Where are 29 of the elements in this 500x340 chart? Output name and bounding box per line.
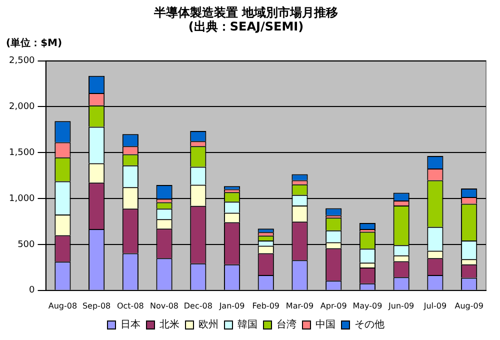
x-tick-label: May-09 [352,301,382,310]
y-tick-label: 2,500 [9,56,36,66]
legend-label: 台湾 [276,318,296,331]
legend-label: 北米 [160,318,180,331]
x-tick-label: Aug-09 [454,301,484,310]
x-tick-label: Feb-09 [252,301,280,310]
x-tick-label: Apr-09 [320,301,347,310]
x-tick-label: Dec-08 [184,301,212,310]
chart-title: 半導体製造装置 地域別市場月推移 [152,5,338,20]
y-axis-title: (単位：$M) [6,36,62,50]
y-tick-label: 1,000 [9,194,36,204]
x-tick-label: Sep-08 [82,301,111,310]
x-tick-label: Jan-09 [218,301,245,310]
y-tick-label: 0 [29,286,36,296]
x-tick-label: Jul-09 [422,301,447,310]
x-tick-label: Mar-09 [286,301,314,310]
chart-subtitle: (出典：SEAJ/SEMI) [188,20,304,34]
y-tick-label: 500 [18,240,36,250]
y-tick-label: 1,500 [9,148,36,158]
legend-label: 欧州 [198,318,218,331]
legend-label: 中国 [316,318,336,331]
legend-label: 韓国 [238,318,258,331]
x-tick-label: Oct-08 [116,301,144,310]
y-tick-label: 2,000 [9,102,36,112]
legend-label: 日本 [120,318,140,331]
legend-label: その他 [354,318,384,331]
x-tick-label: Jun-09 [388,301,414,310]
x-tick-label: Aug-08 [48,301,78,310]
x-tick-label: Nov-08 [150,301,179,310]
